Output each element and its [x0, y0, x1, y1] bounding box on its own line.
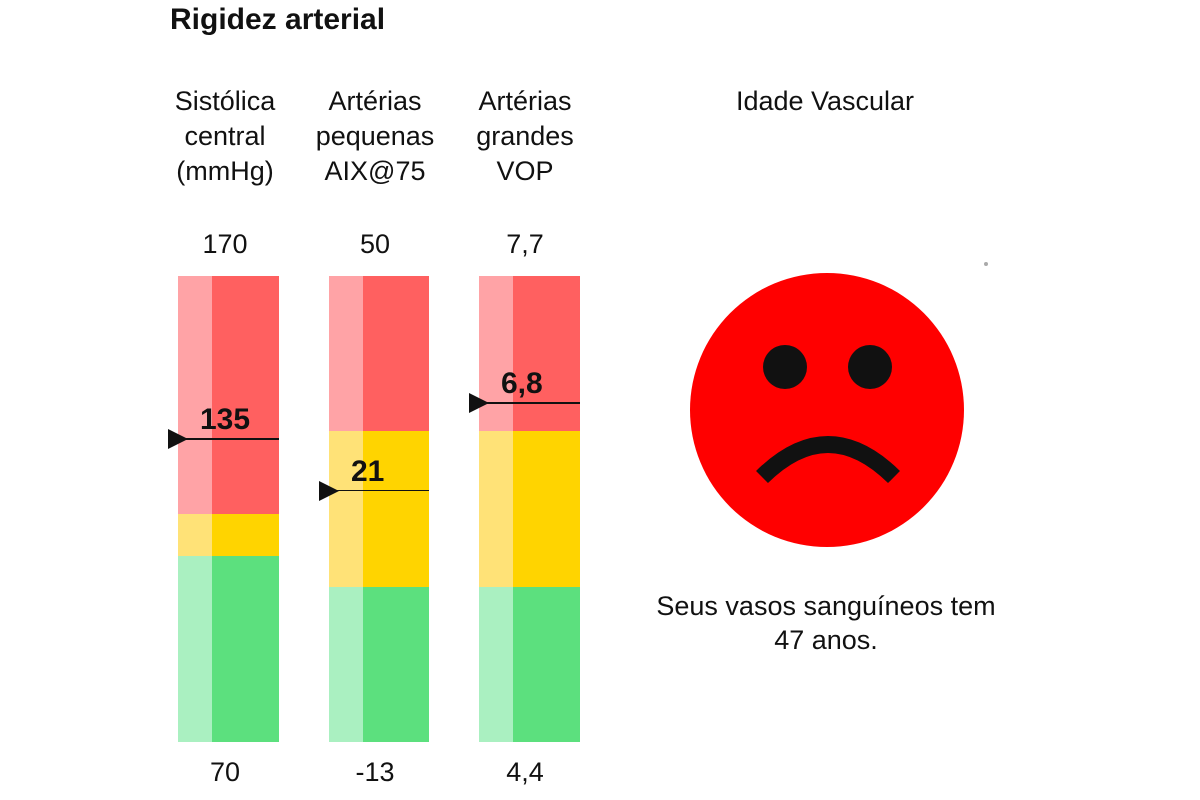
gauge-zone-fill: [212, 276, 279, 514]
gauge-header-line: central: [184, 121, 266, 151]
gauge-bar: [329, 276, 429, 742]
gauge-zone-highlight: [178, 276, 212, 514]
gauge-zone-fill: [363, 276, 429, 432]
gauge-marker-value: 6,8: [501, 367, 543, 401]
gauge-zone-fill: [363, 586, 429, 742]
gauge-zone-red: [178, 276, 279, 514]
gauge-zone-fill: [513, 276, 580, 432]
gauge-min-label: -13: [355, 757, 395, 787]
gauge-zone-red: [329, 276, 429, 432]
gauge-zone-green: [479, 586, 580, 742]
gauge-zone-fill: [513, 431, 580, 587]
gauge-bar: [479, 276, 580, 742]
gauge-min-label: 70: [209, 757, 241, 787]
gauge-bar: [178, 276, 279, 742]
gauge-marker-value: 21: [351, 454, 385, 488]
gauge-marker-arrow-icon: [168, 429, 188, 450]
gauge-header-line: Artérias: [328, 86, 422, 116]
gauge-marker-line: [170, 438, 279, 440]
gauge-zone-fill: [212, 555, 279, 742]
gauge-header: Artérias pequenas AIX@75: [300, 84, 450, 189]
gauge-zone-green: [178, 555, 279, 742]
gauge-header-line: grandes: [476, 121, 574, 151]
gauge-zone-fill: [212, 513, 279, 556]
right-eye: [848, 345, 892, 389]
gauge-header-line: AIX@75: [324, 156, 426, 186]
gauge-marker-line: [471, 402, 580, 404]
gauge-header-line: pequenas: [315, 121, 435, 151]
gauge-zone-highlight: [479, 431, 513, 587]
gauge-zone-red: [479, 276, 580, 432]
gauge-header-line: VOP: [496, 156, 554, 186]
vascular-age-message-line-2: 47 anos.: [774, 625, 878, 655]
gauge-zone-green: [329, 586, 429, 742]
sad-face-icon: [690, 273, 964, 547]
left-eye: [763, 345, 807, 389]
gauge-marker-arrow-icon: [469, 393, 489, 414]
gauge-zone-fill: [363, 431, 429, 587]
gauge-marker-arrow-icon: [319, 480, 339, 501]
gauge-zone-highlight: [178, 513, 212, 556]
stray-dot: [984, 262, 988, 266]
gauge-header-line: Artérias: [478, 86, 572, 116]
gauge-header: Artérias grandes VOP: [450, 84, 600, 189]
gauge-header-line: (mmHg): [176, 156, 274, 186]
gauge-zone-highlight: [329, 586, 363, 742]
frown-mouth: [756, 436, 900, 484]
gauge-marker-value: 135: [200, 403, 251, 437]
vascular-age-title: Idade Vascular: [735, 86, 915, 116]
chart-title: Rigidez arterial: [170, 3, 386, 36]
gauge-min-label: 4,4: [506, 757, 544, 787]
gauge-zone-yellow: [479, 431, 580, 587]
gauge-zone-yellow: [329, 431, 429, 587]
gauge-zone-highlight: [329, 276, 363, 432]
gauge-zone-highlight: [479, 586, 513, 742]
gauge-max-label: 170: [202, 229, 248, 259]
gauge-zone-fill: [513, 586, 580, 742]
gauge-zone-yellow: [178, 513, 279, 556]
face-circle: [690, 273, 964, 547]
vascular-age-message-line-1: Seus vasos sanguíneos tem: [656, 591, 996, 621]
vascular-age-message: Seus vasos sanguíneos tem 47 anos.: [600, 589, 1052, 657]
gauge-max-label: 50: [359, 229, 391, 259]
gauge-zone-highlight: [178, 555, 212, 742]
gauge-zone-highlight: [329, 431, 363, 587]
gauge-header-line: Sistólica: [174, 86, 276, 116]
gauge-max-label: 7,7: [506, 229, 544, 259]
gauge-marker-line: [321, 489, 429, 492]
gauge-header: Sistólica central (mmHg): [150, 84, 300, 189]
